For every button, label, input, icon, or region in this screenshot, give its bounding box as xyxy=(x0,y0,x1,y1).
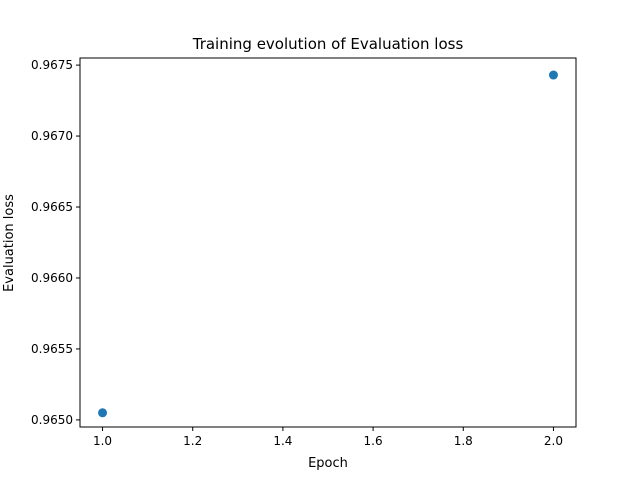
y-tick-label: 0.9665 xyxy=(31,200,73,214)
data-point xyxy=(548,70,558,80)
x-axis-label: Epoch xyxy=(308,456,348,471)
x-tick-label: 1.0 xyxy=(93,434,112,448)
x-tick-label: 1.8 xyxy=(454,434,473,448)
x-tick-label: 2.0 xyxy=(544,434,563,448)
x-tick-label: 1.6 xyxy=(364,434,383,448)
x-axis-ticks: 1.0 1.2 1.4 1.6 1.8 2.0 xyxy=(93,427,563,448)
chart-title: Training evolution of Evaluation loss xyxy=(192,35,464,53)
x-tick-label: 1.2 xyxy=(183,434,202,448)
y-tick-label: 0.9655 xyxy=(31,342,73,356)
y-axis-ticks: 0.9650 0.9655 0.9660 0.9665 0.9670 0.9675 xyxy=(31,58,80,427)
x-tick-label: 1.4 xyxy=(273,434,292,448)
plot-area-frame xyxy=(79,57,577,428)
data-point xyxy=(98,408,108,418)
y-tick-label: 0.9660 xyxy=(31,271,73,285)
y-axis-label: Evaluation loss xyxy=(2,194,17,292)
y-tick-label: 0.9670 xyxy=(31,129,73,143)
y-tick-label: 0.9650 xyxy=(31,413,73,427)
data-points xyxy=(98,70,558,418)
y-tick-label: 0.9675 xyxy=(31,58,73,72)
